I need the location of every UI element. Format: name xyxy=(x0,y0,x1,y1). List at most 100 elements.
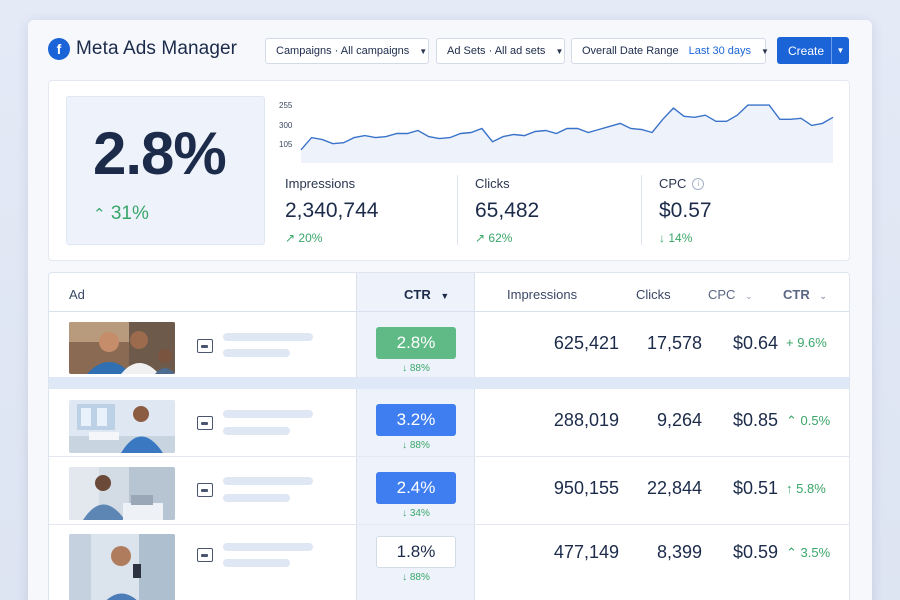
ctr-value-pill[interactable]: 2.4% xyxy=(376,472,456,504)
column-header-ctr[interactable]: CTR ▼ xyxy=(404,287,449,302)
impressions-cell: 288,019 xyxy=(553,410,619,430)
chart-y-tick-label: 255 xyxy=(279,101,293,110)
adsets-filter[interactable]: Ad Sets · All ad sets ▼ xyxy=(436,38,565,64)
ctr-change-value: 5.8% xyxy=(796,481,826,496)
plus-icon: + xyxy=(786,335,794,350)
cpc-cell: $0.85 xyxy=(732,410,778,430)
chevron-down-icon[interactable]: ⌄ xyxy=(819,291,827,301)
ads-table: Ad CTR ▼ Impressions Clicks CPC ⌄ CTR ⌄ xyxy=(48,272,850,600)
clicks-cell: 17,578 xyxy=(646,333,702,353)
ctr-highlight-box: 2.8% ⌃ 31% xyxy=(66,96,265,245)
ad-name-placeholder xyxy=(223,543,313,551)
ctr-change-cell: ⌃ 3.5% xyxy=(786,545,830,561)
ctr-change-cell: ↑ 5.8% xyxy=(786,481,826,496)
ctr-value-pill[interactable]: 1.8% xyxy=(376,536,456,568)
metric-divider xyxy=(457,175,458,245)
trend-line-chart: 255 300 105 xyxy=(279,101,834,163)
arrow-up-icon: ⌃ xyxy=(786,413,797,428)
ad-name-placeholder xyxy=(223,410,313,418)
ad-thumbnail[interactable] xyxy=(69,400,175,453)
ctr-summary-change-value: 31% xyxy=(110,203,149,224)
ad-thumbnail[interactable] xyxy=(69,534,175,600)
row-divider xyxy=(49,456,849,457)
ctr-sub-change-value: 88% xyxy=(409,572,430,583)
summary-card: 2.8% ⌃ 31% 255 300 105 Impressions 2,340,7… xyxy=(48,80,850,261)
metric-cpc-change-value: 14% xyxy=(668,231,693,245)
column-header-ad[interactable]: Ad xyxy=(69,287,85,302)
column-header-ctr-label: CTR xyxy=(404,287,431,302)
column-header-ctr-secondary[interactable]: CTR ⌄ xyxy=(783,287,827,302)
trend-up-icon: ↗ xyxy=(285,231,296,245)
cpc-cell: $0.51 xyxy=(732,478,778,498)
clicks-cell: 8,399 xyxy=(656,542,702,562)
ctr-value-pill[interactable]: 2.8% xyxy=(376,327,456,359)
column-header-clicks[interactable]: Clicks xyxy=(636,287,671,302)
chevron-down-icon[interactable]: ⌄ xyxy=(745,291,753,301)
create-button[interactable]: Create ▼ xyxy=(777,37,849,64)
ctr-sub-change-value: 88% xyxy=(409,363,430,374)
chart-y-tick-label: 105 xyxy=(279,140,293,149)
header: f Meta Ads Manager Campaigns · All campa… xyxy=(28,20,872,80)
sort-chevron-icon[interactable]: ▼ xyxy=(440,291,450,301)
arrow-up-icon: ⌃ xyxy=(93,206,106,223)
app-logo[interactable]: f Meta Ads Manager xyxy=(48,38,237,60)
ad-preview-icon[interactable] xyxy=(197,548,213,562)
ad-preview-icon[interactable] xyxy=(197,416,213,430)
row-group-band xyxy=(49,377,849,389)
table-row[interactable]: 2.8% ↓ 88% 625,421 17,578 $0.64 + 9.6% xyxy=(49,312,849,377)
metric-impressions-label: Impressions xyxy=(285,176,356,191)
table-row[interactable]: 3.2% ↓ 88% 288,019 9,264 $0.85 ⌃ 0.5% xyxy=(49,389,849,457)
adsets-filter-label: Ad Sets · All ad sets xyxy=(447,45,546,57)
chart-series-line xyxy=(300,104,834,151)
ctr-change-cell: ⌃ 0.5% xyxy=(786,413,830,429)
ad-thumbnail[interactable] xyxy=(69,467,175,520)
metric-clicks-change-value: 62% xyxy=(488,231,513,245)
chevron-down-icon: ▼ xyxy=(760,46,769,56)
metric-impressions-change: ↗ 20% xyxy=(285,231,378,245)
table-row[interactable]: 1.8% ↓ 88% 477,149 8,399 $0.59 ⌃ 3.5% xyxy=(49,525,849,600)
column-header-ctr2-label: CTR xyxy=(783,287,810,302)
date-range-label: Overall Date Range xyxy=(582,45,679,57)
ad-thumbnail[interactable] xyxy=(69,322,175,374)
impressions-cell: 477,149 xyxy=(553,542,619,562)
ctr-change-cell: + 9.6% xyxy=(786,335,827,350)
impressions-cell: 950,155 xyxy=(553,478,619,498)
app-title: Meta Ads Manager xyxy=(76,38,238,59)
table-row[interactable]: 2.4% ↓ 34% 950,155 22,844 $0.51 ↑ 5.8% xyxy=(49,457,849,524)
column-header-impressions[interactable]: Impressions xyxy=(507,287,578,302)
campaigns-filter[interactable]: Campaigns · All campaigns ▼ xyxy=(265,38,429,64)
ctr-sub-change-value: 34% xyxy=(409,508,430,519)
arrow-up-icon: ⌃ xyxy=(786,545,797,560)
metric-clicks-value: 65,482 xyxy=(475,199,540,222)
info-icon[interactable]: i xyxy=(692,177,705,190)
metric-cpc-value: $0.57 xyxy=(659,199,712,222)
ad-preview-icon[interactable] xyxy=(197,339,213,353)
clicks-cell: 9,264 xyxy=(656,410,702,430)
ctr-summary-change: ⌃ 31% xyxy=(93,203,149,225)
ctr-sub-change: ↓ 88% xyxy=(376,363,456,374)
clicks-cell: 22,844 xyxy=(646,478,702,498)
ad-name-placeholder xyxy=(223,477,313,485)
arrow-down-icon: ↓ xyxy=(659,231,665,245)
arrow-down-icon: ↓ xyxy=(402,572,408,583)
ctr-change-value: 3.5% xyxy=(800,545,831,560)
ctr-value-pill[interactable]: 3.2% xyxy=(376,404,456,436)
ad-subtitle-placeholder xyxy=(223,427,290,435)
ad-subtitle-placeholder xyxy=(223,559,290,567)
trend-up-icon: ↗ xyxy=(475,231,486,245)
ctr-summary-value: 2.8% xyxy=(93,120,227,187)
metric-impressions-change-value: 20% xyxy=(298,231,323,245)
chart-area xyxy=(301,105,833,162)
impressions-cell: 625,421 xyxy=(553,333,619,353)
date-range-filter[interactable]: Overall Date Range Last 30 days ▼ xyxy=(571,38,769,64)
ad-subtitle-placeholder xyxy=(223,494,290,502)
row-divider xyxy=(49,524,849,525)
create-dropdown-chevron-icon[interactable]: ▼ xyxy=(831,37,849,64)
metric-clicks-label: Clicks xyxy=(475,176,510,191)
trend-up-icon: ↑ xyxy=(786,481,793,496)
metric-clicks: Clicks 65,482 ↗ 62% xyxy=(475,176,539,248)
column-header-cpc[interactable]: CPC ⌄ xyxy=(708,287,753,302)
ad-preview-icon[interactable] xyxy=(197,483,213,497)
metric-impressions: Impressions 2,340,744 ↗ 20% xyxy=(285,176,378,248)
arrow-down-icon: ↓ xyxy=(402,363,408,374)
